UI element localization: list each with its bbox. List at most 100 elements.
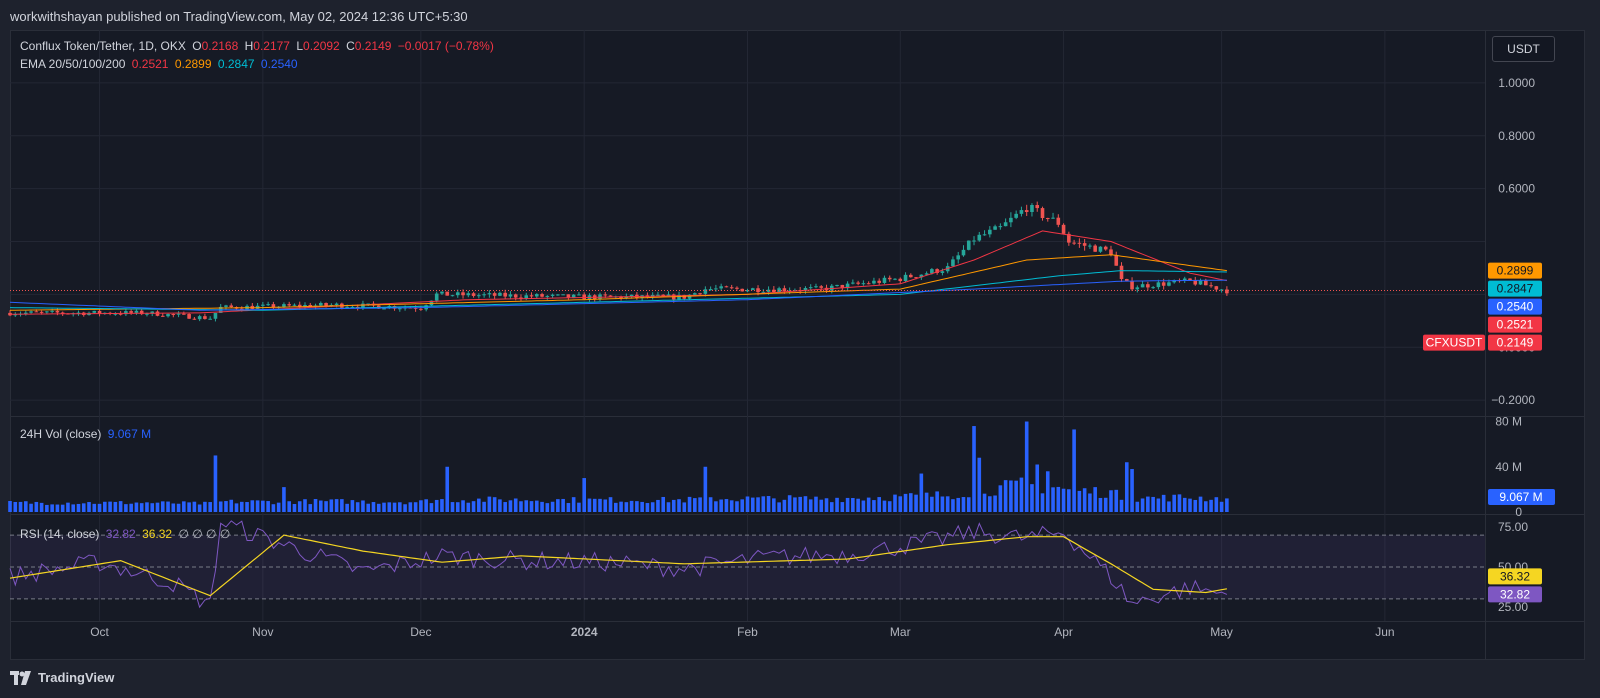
candle-body (197, 316, 202, 320)
time-tick-label: 2024 (571, 625, 598, 639)
candle-body (724, 286, 729, 288)
rsi-ma-value: 36.32 (142, 527, 173, 541)
candle-body (461, 292, 465, 296)
volume-bar (671, 499, 676, 512)
volume-bar (808, 499, 813, 512)
candle-body (60, 312, 65, 314)
candle-body (382, 308, 386, 310)
volume-bar (519, 501, 523, 512)
candle-body (76, 312, 81, 314)
rsi-tag-value: 32.82 (1500, 587, 1530, 601)
chart-frame[interactable] (10, 30, 1585, 660)
candle-body (524, 295, 529, 299)
volume-legend: 24H Vol (close) 9.067 M (20, 427, 154, 441)
volume-bar (650, 502, 655, 512)
volume-bar (703, 466, 708, 512)
tradingview-logo-icon (10, 670, 31, 685)
candle-body (1093, 245, 1097, 252)
volume-bar (1119, 499, 1124, 512)
ema200-line (9, 279, 1227, 311)
volume-bar (787, 495, 792, 512)
volume-bar (1040, 493, 1045, 512)
candle-body (1161, 282, 1166, 286)
candle-body (450, 295, 455, 297)
candle-body (661, 294, 666, 296)
candle-body (766, 289, 771, 292)
volume-bar (993, 495, 997, 512)
volume-bar (1009, 480, 1013, 512)
volume-bar (118, 501, 123, 512)
price-tick-label: 0.8000 (1498, 129, 1535, 143)
candle-body (745, 289, 750, 292)
candle-body (1167, 282, 1171, 286)
candle-body (1219, 289, 1224, 291)
volume-bar (355, 502, 360, 512)
candle-body (203, 316, 207, 319)
candle-body (1088, 245, 1092, 247)
volume-bar (561, 498, 565, 512)
volume-bar (155, 502, 160, 512)
candle-body (566, 294, 571, 298)
candle-body (176, 313, 181, 315)
volume-bar (139, 503, 144, 512)
volume-bar (966, 497, 971, 512)
volume-bar (176, 503, 181, 512)
ema50-value: 0.2899 (174, 57, 212, 71)
volume-bar (735, 501, 739, 512)
volume-bar (1204, 501, 1208, 512)
volume-bar (487, 496, 492, 512)
volume-bar (266, 501, 270, 512)
candle-body (603, 294, 608, 296)
volume-bar (60, 504, 65, 512)
volume-bar (592, 498, 597, 512)
candle-body (129, 311, 133, 313)
volume-bar (145, 502, 149, 512)
rsi-ma-tag-value: 36.32 (1500, 569, 1530, 583)
volume-bar (39, 502, 44, 512)
candle-body (856, 282, 860, 284)
volume-bar (951, 499, 955, 512)
volume-bar (477, 498, 481, 512)
volume-bar (250, 500, 255, 512)
candle-body (1182, 278, 1187, 281)
volume-bar (998, 485, 1003, 512)
price-tag-value: 0.2540 (1497, 300, 1534, 314)
volume-bar (1056, 486, 1061, 512)
volume-bar (292, 504, 297, 512)
candle-body (324, 302, 328, 306)
volume-bar (1167, 501, 1171, 512)
volume-bar (1146, 496, 1150, 512)
volume-bar (930, 496, 934, 512)
candle-body (1009, 217, 1013, 223)
volume-bar (1077, 490, 1082, 512)
price-tick-label: 1.0000 (1498, 76, 1535, 90)
volume-bar (239, 501, 244, 512)
volume-bar (556, 499, 560, 512)
candle-body (550, 294, 555, 296)
volume-bar (18, 501, 23, 512)
volume-bar (45, 504, 49, 512)
rsi-pane (9, 520, 1485, 609)
candle-body (687, 294, 692, 299)
volume-bar (503, 502, 507, 512)
volume-bar (814, 496, 818, 512)
volume-bar (582, 478, 586, 512)
candle-body (951, 259, 955, 267)
candle-body (97, 310, 102, 314)
currency-button[interactable]: USDT (1492, 36, 1555, 62)
volume-pane (8, 421, 1229, 512)
volume-bar (982, 493, 987, 512)
rsi-tick-label: 75.00 (1498, 520, 1528, 534)
ema-label: EMA 20/50/100/200 (20, 57, 126, 71)
volume-bar (750, 497, 755, 512)
volume-bar (571, 497, 576, 512)
candle-body (355, 306, 360, 308)
volume-bar (945, 496, 950, 512)
volume-bar (1045, 471, 1050, 512)
candle-body (1051, 217, 1055, 219)
grid (10, 30, 1585, 660)
volume-bar (197, 504, 202, 512)
candle-body (419, 308, 423, 310)
volume-bar (1214, 497, 1219, 512)
